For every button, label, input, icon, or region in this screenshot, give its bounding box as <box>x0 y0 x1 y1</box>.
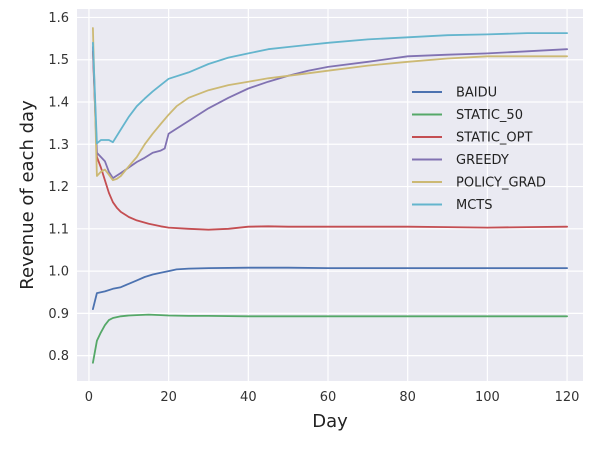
x-tick-label: 40 <box>240 390 257 405</box>
legend-label-greedy: GREEDY <box>456 153 509 168</box>
series-line-mcts <box>92 32 568 145</box>
legend: BAIDU STATIC_50 STATIC_OPT GREEDY POLICY_GRA… <box>412 86 546 213</box>
x-tick-label: 20 <box>160 390 177 405</box>
y-tick-label: 0.9 <box>48 307 69 322</box>
y-tick-label: 1.4 <box>48 96 69 111</box>
series-line-static-50 <box>92 313 568 364</box>
x-tick-label: 120 <box>555 390 580 405</box>
series-line-greedy <box>92 46 568 180</box>
y-tick-label: 1.6 <box>48 11 69 26</box>
tick-labels: 0 20 40 60 80 100 120 0.8 0.9 1.0 1.1 1.2 1.3 1.4 1.5 1… <box>48 11 579 405</box>
legend-label-mcts: MCTS <box>456 198 493 213</box>
y-tick-label: 1.0 <box>48 265 69 280</box>
x-tick-label: 80 <box>399 390 416 405</box>
y-tick-label: 0.8 <box>48 349 69 364</box>
legend-label-baidu: BAIDU <box>456 86 497 101</box>
legend-label-static-50: STATIC_50 <box>456 108 523 123</box>
legend-label-static-opt: STATIC_OPT <box>456 131 532 146</box>
x-tick-label: 60 <box>320 390 337 405</box>
legend-label-policy-grad: POLICY_GRAD <box>456 176 546 191</box>
y-tick-label: 1.5 <box>48 53 69 68</box>
y-tick-label: 1.1 <box>48 222 69 237</box>
x-axis-label: Day <box>312 411 348 432</box>
x-tick-label: 0 <box>85 390 93 405</box>
y-axis-label: Revenue of each day <box>17 100 38 290</box>
series-line-baidu <box>92 266 568 311</box>
x-tick-label: 100 <box>475 390 500 405</box>
y-tick-label: 1.3 <box>48 138 69 153</box>
gridlines <box>77 9 583 381</box>
series-lines <box>92 27 568 364</box>
y-tick-label: 1.2 <box>48 180 69 195</box>
series-line-static-opt <box>92 50 568 231</box>
series-line-policy-grad <box>92 27 568 182</box>
plot-area <box>77 9 583 381</box>
